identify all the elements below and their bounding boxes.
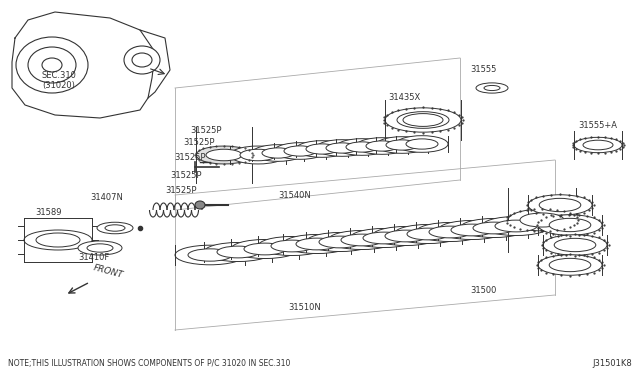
Text: 31540N: 31540N <box>278 191 311 200</box>
Text: J31501K8: J31501K8 <box>592 359 632 368</box>
Ellipse shape <box>429 226 471 238</box>
Ellipse shape <box>217 246 259 258</box>
Ellipse shape <box>204 243 272 262</box>
Ellipse shape <box>438 221 506 240</box>
Text: 31407N: 31407N <box>90 193 123 202</box>
Text: SEC.310: SEC.310 <box>42 71 77 80</box>
Ellipse shape <box>78 241 122 255</box>
Ellipse shape <box>341 234 383 246</box>
Ellipse shape <box>574 137 622 153</box>
Ellipse shape <box>460 218 528 237</box>
Text: 31589: 31589 <box>35 208 61 217</box>
Ellipse shape <box>296 141 348 157</box>
Text: (31020): (31020) <box>42 81 75 90</box>
Ellipse shape <box>306 232 374 251</box>
Ellipse shape <box>538 255 602 275</box>
Ellipse shape <box>554 238 596 251</box>
Text: 31525P: 31525P <box>190 126 221 135</box>
Ellipse shape <box>36 233 80 247</box>
Ellipse shape <box>346 142 378 152</box>
Ellipse shape <box>363 232 405 244</box>
Ellipse shape <box>188 249 232 261</box>
Ellipse shape <box>175 245 245 265</box>
Ellipse shape <box>195 201 205 209</box>
Ellipse shape <box>366 141 398 151</box>
Ellipse shape <box>230 146 286 164</box>
Ellipse shape <box>385 108 461 132</box>
Text: 31510N: 31510N <box>288 303 321 312</box>
Ellipse shape <box>262 148 294 158</box>
Ellipse shape <box>403 113 443 126</box>
Ellipse shape <box>394 224 462 244</box>
Ellipse shape <box>451 224 493 236</box>
Ellipse shape <box>484 86 500 90</box>
Ellipse shape <box>336 139 388 155</box>
Ellipse shape <box>231 240 299 259</box>
Ellipse shape <box>196 146 252 164</box>
Text: 31525P: 31525P <box>170 171 202 180</box>
Ellipse shape <box>407 228 449 240</box>
Text: FRONT: FRONT <box>92 263 124 280</box>
Ellipse shape <box>476 83 508 93</box>
Text: 31525P: 31525P <box>165 186 196 195</box>
Ellipse shape <box>372 227 440 246</box>
Ellipse shape <box>271 240 313 252</box>
Ellipse shape <box>316 140 368 156</box>
Ellipse shape <box>326 143 358 153</box>
Ellipse shape <box>296 238 338 250</box>
Ellipse shape <box>87 244 113 252</box>
Text: 31500: 31500 <box>470 286 497 295</box>
Ellipse shape <box>258 237 326 256</box>
Text: 31555: 31555 <box>470 65 497 74</box>
Ellipse shape <box>356 138 408 154</box>
Text: 31555+A: 31555+A <box>578 121 617 130</box>
Ellipse shape <box>538 215 602 235</box>
Ellipse shape <box>473 222 515 234</box>
Text: NOTE;THIS ILLUSTRATION SHOWS COMPONENTS OF P/C 31020 IN SEC.310: NOTE;THIS ILLUSTRATION SHOWS COMPONENTS … <box>8 359 291 368</box>
Ellipse shape <box>528 195 592 215</box>
Ellipse shape <box>97 222 133 234</box>
Ellipse shape <box>508 209 576 231</box>
Ellipse shape <box>396 136 448 152</box>
Ellipse shape <box>406 139 438 149</box>
Ellipse shape <box>274 143 326 159</box>
Ellipse shape <box>495 220 537 232</box>
Text: 31525P: 31525P <box>174 153 205 162</box>
Ellipse shape <box>376 137 428 153</box>
Ellipse shape <box>132 53 152 67</box>
Ellipse shape <box>540 198 581 212</box>
Ellipse shape <box>549 218 591 232</box>
Ellipse shape <box>350 228 418 247</box>
Ellipse shape <box>549 258 591 272</box>
Ellipse shape <box>105 225 125 231</box>
Ellipse shape <box>520 213 564 227</box>
Ellipse shape <box>319 236 361 248</box>
Ellipse shape <box>482 217 550 235</box>
Ellipse shape <box>583 140 613 150</box>
Ellipse shape <box>543 235 607 255</box>
Ellipse shape <box>124 46 160 74</box>
Text: 31525P: 31525P <box>183 138 214 147</box>
Ellipse shape <box>24 230 92 250</box>
Ellipse shape <box>284 146 316 156</box>
Ellipse shape <box>244 243 286 255</box>
Ellipse shape <box>397 112 449 128</box>
Ellipse shape <box>416 222 484 241</box>
Ellipse shape <box>283 234 351 254</box>
Ellipse shape <box>240 149 276 161</box>
Ellipse shape <box>386 140 418 150</box>
Ellipse shape <box>328 231 396 250</box>
Ellipse shape <box>385 230 427 242</box>
Text: 31435X: 31435X <box>388 93 420 102</box>
Ellipse shape <box>206 149 242 161</box>
Ellipse shape <box>252 145 304 161</box>
Text: 31410F: 31410F <box>78 253 109 262</box>
Ellipse shape <box>306 144 338 154</box>
